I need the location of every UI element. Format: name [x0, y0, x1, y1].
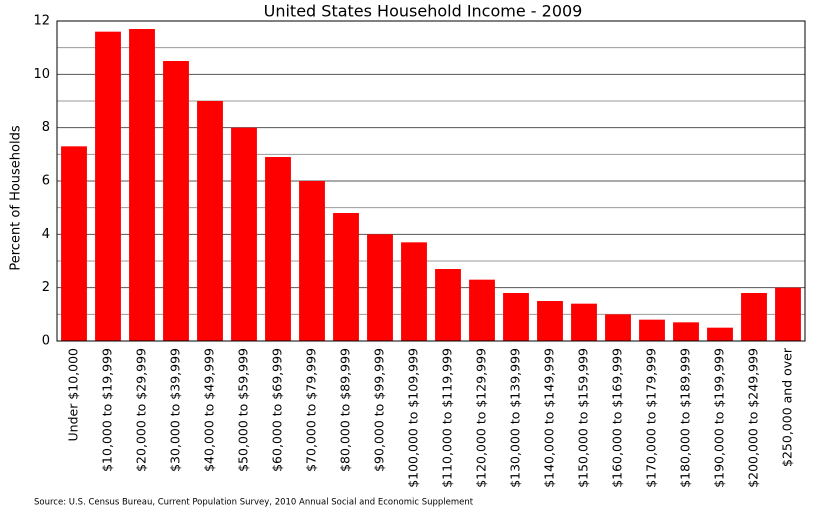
bar [163, 61, 189, 341]
bar [367, 234, 393, 341]
y-tick-label: 6 [42, 174, 50, 189]
bar [639, 319, 665, 341]
bar [503, 293, 529, 341]
bar [673, 322, 699, 341]
x-tick-label: $190,000 to $199,999 [712, 348, 727, 488]
bar [95, 31, 121, 342]
x-tick-label: $110,000 to $119,999 [440, 348, 455, 488]
x-tick-label: $20,000 to $29,999 [134, 348, 149, 472]
bar [435, 269, 461, 341]
source-note: Source: U.S. Census Bureau, Current Popu… [34, 498, 474, 508]
y-axis-label: Percent of Households [9, 125, 24, 271]
x-tick-label: $200,000 to $249,999 [746, 348, 761, 488]
bar [741, 293, 767, 341]
bar [129, 29, 155, 341]
bar [571, 303, 597, 341]
chart-title: United States Household Income - 2009 [264, 2, 583, 21]
x-tick-label: $60,000 to $69,999 [270, 348, 285, 472]
bar [231, 127, 257, 342]
y-tick-label: 12 [33, 14, 50, 29]
bar [197, 101, 223, 341]
bar [537, 301, 563, 341]
x-tick-label: $180,000 to $189,999 [678, 348, 693, 488]
y-tick-label: 2 [42, 280, 50, 295]
x-tick-label: $250,000 and over [780, 347, 795, 467]
x-tick-label: $170,000 to $179,999 [644, 348, 659, 488]
x-tick-label: $140,000 to $149,999 [542, 348, 557, 488]
x-tick-label: $40,000 to $49,999 [202, 348, 217, 472]
x-tick-label: $130,000 to $139,999 [508, 348, 523, 488]
bar [401, 242, 427, 341]
bar [61, 146, 87, 341]
y-tick-label: 8 [42, 120, 50, 135]
y-tick-label: 4 [42, 227, 50, 242]
bar [707, 327, 733, 341]
x-tick-label: $160,000 to $169,999 [610, 348, 625, 488]
bar [333, 213, 359, 341]
x-tick-label: $50,000 to $59,999 [236, 348, 251, 472]
bar [299, 181, 325, 341]
plot-frame [56, 20, 806, 342]
y-tick-label: 0 [42, 334, 50, 349]
x-tick-label: $10,000 to $19,999 [100, 348, 115, 472]
x-tick-label: $100,000 to $109,999 [406, 348, 421, 488]
x-tick-label: $120,000 to $129,999 [474, 348, 489, 488]
bar [605, 314, 631, 341]
bar [265, 157, 291, 341]
x-tick-label: $80,000 to $89,999 [338, 348, 353, 472]
x-tick-label: $90,000 to $99,999 [372, 348, 387, 472]
bar [469, 279, 495, 341]
x-tick-label: $150,000 to $159,999 [576, 348, 591, 488]
y-tick-label: 10 [33, 67, 50, 82]
x-tick-label: $70,000 to $79,999 [304, 348, 319, 472]
x-tick-label: Under $10,000 [66, 348, 81, 442]
bar [775, 287, 801, 341]
x-tick-label: $30,000 to $39,999 [168, 348, 183, 472]
